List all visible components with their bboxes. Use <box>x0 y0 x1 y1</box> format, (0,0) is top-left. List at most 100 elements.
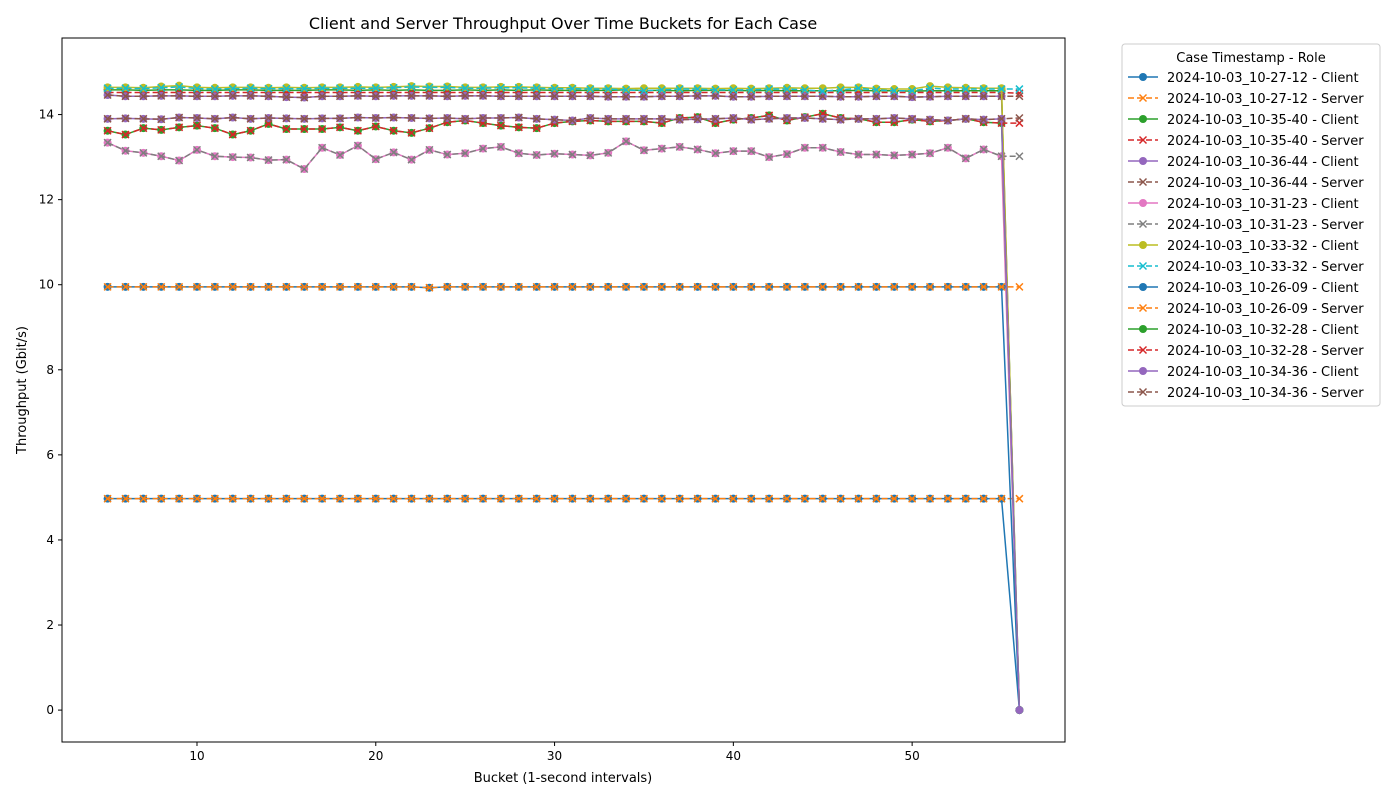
data-point <box>514 92 523 101</box>
data-point <box>121 494 130 503</box>
series-line <box>107 89 1021 711</box>
data-point <box>264 84 273 93</box>
data-point <box>586 113 595 123</box>
data-point <box>729 282 738 291</box>
data-point <box>836 85 845 94</box>
data-point <box>836 147 845 157</box>
data-point <box>264 92 273 101</box>
data-point <box>979 115 988 124</box>
legend-label: 2024-10-03_10-35-40 - Server <box>1167 134 1364 149</box>
data-point <box>639 92 648 101</box>
data-point <box>943 143 952 152</box>
legend-marker <box>1139 325 1147 333</box>
data-point <box>657 494 666 503</box>
data-point <box>675 142 684 151</box>
data-point <box>675 282 684 291</box>
y-axis-label: Throughput (Gbit/s) <box>15 326 30 455</box>
data-point <box>228 83 237 92</box>
data-point <box>604 282 613 291</box>
data-point <box>622 137 631 146</box>
data-point <box>175 156 184 165</box>
data-point <box>318 114 327 123</box>
data-point <box>782 494 792 503</box>
legend-marker <box>1139 241 1147 249</box>
legend-items: 2024-10-03_10-27-12 - Client 2024-10-03_1… <box>1128 71 1364 401</box>
series-line <box>107 286 1020 289</box>
data-point <box>747 494 756 503</box>
data-point <box>836 115 845 124</box>
data-point <box>246 114 255 123</box>
data-point <box>514 113 523 122</box>
data-point <box>818 143 827 152</box>
data-point <box>479 113 488 123</box>
data-point <box>407 155 416 164</box>
data-point <box>818 114 827 123</box>
data-point <box>872 494 881 503</box>
data-point <box>300 282 309 291</box>
series-layer <box>103 81 1024 715</box>
data-point <box>443 83 452 92</box>
data-point <box>246 84 255 93</box>
data-point <box>371 113 380 123</box>
data-point <box>103 494 112 503</box>
data-point <box>836 282 845 291</box>
data-point <box>496 113 505 123</box>
legend-marker <box>1139 367 1147 375</box>
legend-label: 2024-10-03_10-34-36 - Server <box>1167 386 1364 401</box>
data-point <box>729 113 738 123</box>
data-point <box>890 282 899 291</box>
data-point <box>800 143 809 152</box>
data-point <box>550 115 559 124</box>
data-point <box>622 494 631 503</box>
data-point <box>943 116 952 125</box>
series-line <box>107 112 1020 136</box>
data-point <box>389 83 398 92</box>
data-point <box>890 151 899 160</box>
legend: Case Timestamp - Role 2024-10-03_10-27-1… <box>1121 43 1381 407</box>
data-point <box>550 84 559 93</box>
data-point <box>389 148 398 157</box>
data-point <box>747 147 756 156</box>
data-point <box>461 91 470 100</box>
data-point <box>622 85 631 94</box>
data-point <box>1015 113 1024 123</box>
data-point <box>1015 152 1024 161</box>
data-point <box>908 85 917 94</box>
data-point <box>228 113 237 122</box>
legend-entry: 2024-10-03_10-34-36 - Client <box>1128 365 1359 380</box>
data-point <box>425 83 434 92</box>
legend-entry: 2024-10-03_10-34-36 - Server <box>1128 386 1364 401</box>
legend-entry: 2024-10-03_10-36-44 - Client <box>1128 155 1359 170</box>
series-line <box>107 94 1020 99</box>
legend-marker <box>1138 345 1148 355</box>
data-point <box>854 282 863 291</box>
data-point <box>443 150 452 159</box>
data-point <box>550 282 559 291</box>
data-point <box>800 92 809 101</box>
data-point <box>782 150 792 159</box>
legend-label: 2024-10-03_10-32-28 - Client <box>1167 323 1359 338</box>
data-point <box>407 494 416 503</box>
data-point <box>908 93 917 102</box>
data-point <box>586 282 595 291</box>
legend-frame <box>1121 43 1381 407</box>
data-point <box>997 85 1006 94</box>
data-point <box>157 494 166 503</box>
data-point <box>103 138 112 147</box>
data-point <box>639 86 648 95</box>
data-point <box>210 152 219 161</box>
data-point <box>925 494 935 503</box>
legend-entry: 2024-10-03_10-26-09 - Client <box>1128 281 1359 296</box>
data-point <box>318 143 327 152</box>
data-point <box>175 282 184 291</box>
data-point <box>1015 282 1024 291</box>
data-point <box>747 115 756 124</box>
data-point <box>479 144 488 153</box>
data-point <box>729 84 738 93</box>
data-point <box>657 85 666 94</box>
data-point <box>461 114 470 123</box>
data-point <box>157 91 166 100</box>
data-point <box>264 119 273 128</box>
data-point <box>765 153 774 162</box>
data-point <box>157 82 166 91</box>
